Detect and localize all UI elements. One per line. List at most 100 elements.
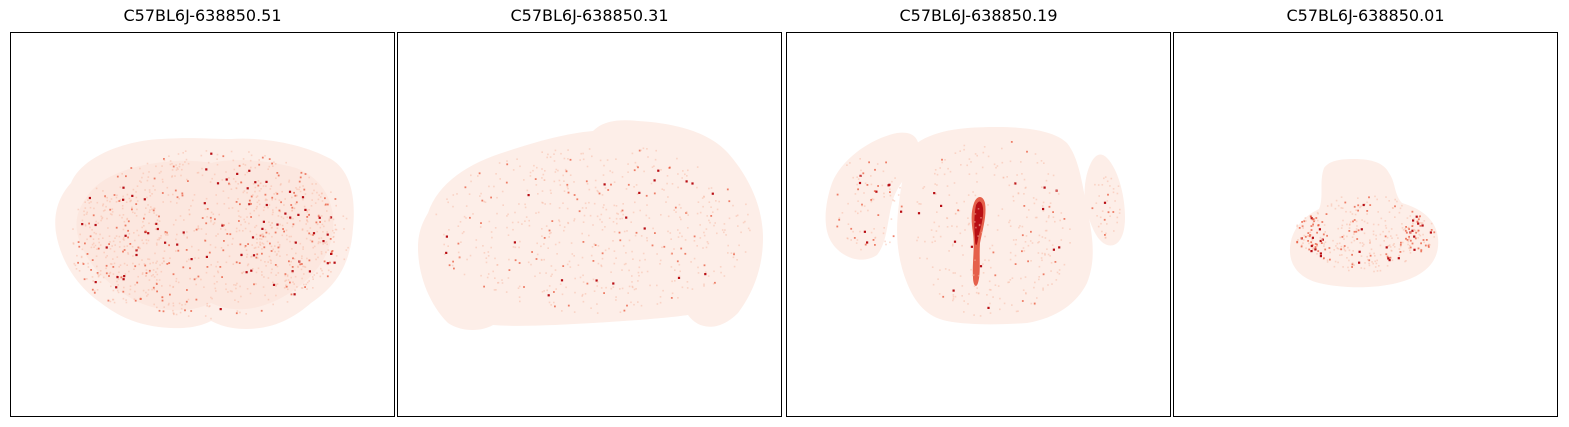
expression-spot	[263, 276, 265, 278]
expression-spot	[733, 265, 736, 268]
expression-spot	[1344, 250, 1347, 252]
expression-spot	[172, 312, 175, 314]
expression-spot	[136, 229, 138, 232]
expression-spot	[1361, 242, 1364, 244]
expression-spot	[236, 282, 238, 285]
expression-spot	[153, 303, 155, 306]
expression-spot	[197, 171, 200, 174]
expression-spot	[271, 268, 273, 271]
expression-spot	[1420, 242, 1422, 245]
expression-spot	[316, 230, 318, 233]
expression-spot	[133, 268, 135, 270]
expression-spot	[630, 301, 632, 304]
expression-spot	[264, 199, 267, 202]
expression-spot	[242, 191, 245, 194]
expression-spot	[996, 229, 999, 231]
expression-spot	[97, 247, 100, 250]
expression-spot	[959, 232, 962, 235]
expression-spot	[267, 168, 269, 170]
expression-spot	[148, 279, 151, 281]
expression-spot	[1024, 241, 1027, 243]
expression-spot	[532, 169, 534, 172]
expression-spot	[72, 243, 75, 245]
expression-spot	[854, 210, 857, 213]
expression-spot	[1366, 222, 1369, 224]
expression-spot	[304, 286, 306, 288]
expression-spot	[1342, 234, 1345, 237]
expression-spot	[1060, 239, 1063, 241]
expression-spot	[200, 228, 203, 230]
expression-spot	[1350, 241, 1353, 244]
expression-spot	[264, 155, 266, 157]
expression-spot	[86, 238, 88, 241]
expression-spot	[594, 179, 597, 182]
expression-spot	[311, 234, 314, 236]
expression-spot	[661, 188, 664, 190]
expression-spot	[1011, 304, 1013, 306]
expression-spot	[1011, 277, 1014, 279]
expression-spot	[255, 196, 258, 198]
expression-spot	[155, 242, 158, 245]
expression-spot	[1367, 258, 1369, 261]
expression-spot	[235, 312, 238, 315]
expression-spot	[144, 229, 147, 232]
expression-spot	[335, 255, 338, 257]
expression-spot	[443, 243, 445, 246]
expression-spot	[322, 231, 324, 233]
expression-spot	[273, 193, 275, 195]
expression-spot	[179, 215, 182, 217]
expression-spot	[295, 252, 297, 255]
expression-spot	[1414, 229, 1417, 232]
expression-spot	[247, 243, 249, 245]
expression-spot	[116, 175, 119, 178]
expression-spot	[582, 158, 585, 161]
expression-spot	[197, 225, 200, 227]
expression-spot	[272, 211, 274, 214]
expression-spot	[1419, 225, 1422, 227]
expression-spot	[685, 212, 687, 214]
expression-spot	[252, 183, 255, 185]
expression-spot	[542, 202, 544, 204]
expression-spot	[99, 270, 102, 272]
expression-spot	[1404, 260, 1406, 263]
expression-spot	[536, 242, 538, 245]
expression-spot	[1300, 237, 1303, 239]
expression-spot	[299, 242, 302, 245]
expression-spot	[240, 295, 242, 298]
expression-spot	[114, 237, 116, 239]
expression-spot	[1351, 236, 1354, 238]
expression-spot	[116, 289, 119, 292]
expression-spot	[569, 174, 572, 176]
panel-image-frame	[786, 32, 1171, 417]
expression-spot	[686, 287, 689, 289]
expression-spot	[596, 281, 599, 283]
expression-spot	[555, 168, 558, 171]
expression-spot	[1303, 234, 1306, 237]
expression-spot	[1411, 229, 1414, 232]
expression-spot	[124, 234, 127, 237]
expression-spot	[186, 237, 188, 239]
expression-spot	[990, 289, 992, 291]
expression-spot	[141, 272, 144, 274]
expression-spot	[1316, 245, 1319, 248]
expression-spot	[507, 277, 510, 279]
expression-spot	[1405, 260, 1407, 262]
expression-spot	[536, 166, 538, 169]
expression-spot	[278, 199, 281, 202]
expression-spot	[685, 180, 688, 183]
expression-spot	[306, 281, 309, 284]
expression-spot	[883, 227, 885, 229]
expression-spot	[946, 185, 949, 187]
expression-spot	[602, 206, 604, 209]
expression-spot	[84, 207, 87, 209]
expression-spot	[243, 218, 245, 221]
expression-spot	[1409, 239, 1412, 242]
expression-spot	[254, 246, 257, 249]
expression-spot	[1409, 231, 1412, 234]
expression-spot	[1325, 213, 1328, 215]
expression-spot	[206, 208, 209, 210]
expression-spot	[1338, 242, 1341, 245]
expression-spot	[335, 204, 337, 207]
panel-title: C57BL6J-638850.01	[1286, 6, 1445, 25]
expression-spot	[696, 212, 699, 215]
